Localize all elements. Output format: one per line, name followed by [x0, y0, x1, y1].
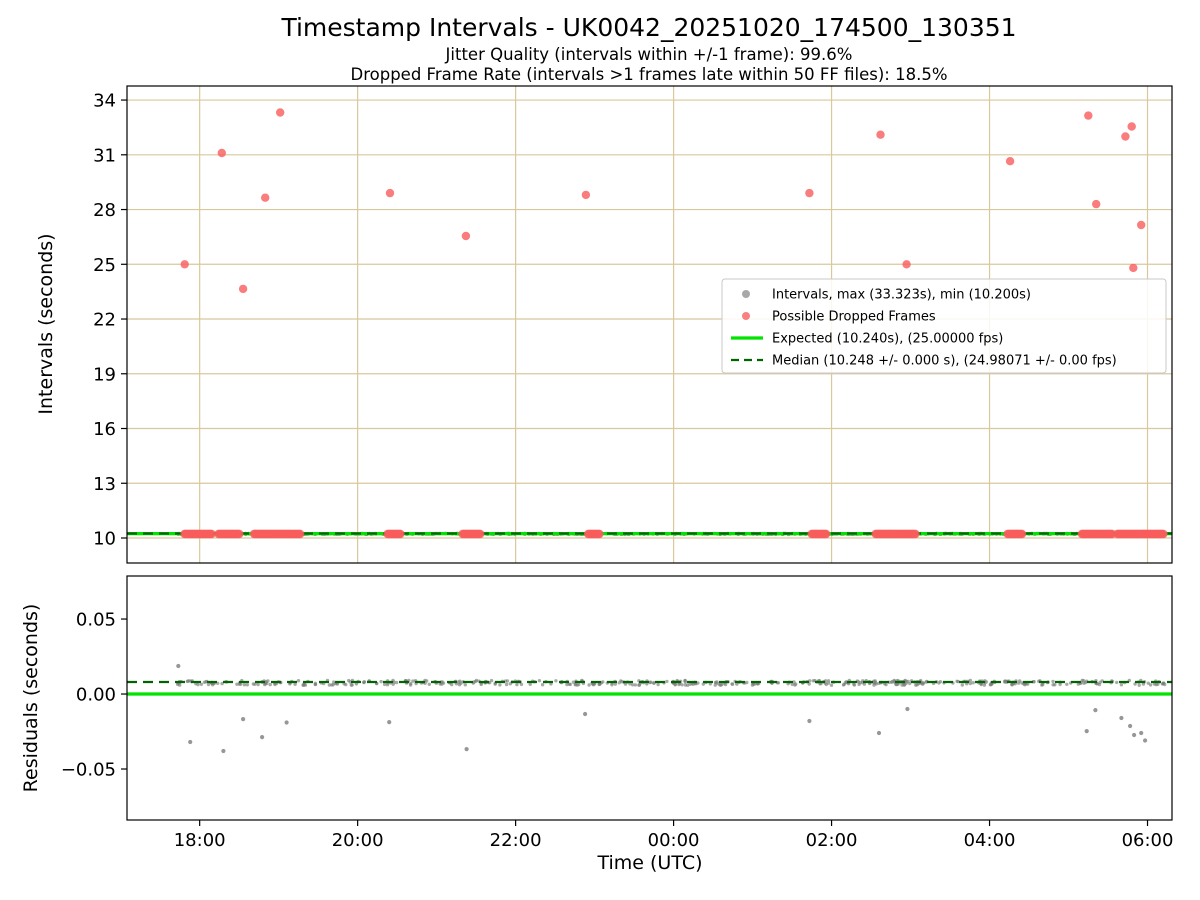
x-tick-label: 04:00 — [964, 830, 1016, 851]
axis-ticks: 10 13 16 19 22 25 28 31 34 −0.05 0.00 0.05 18:00 20:0… — [61, 91, 1174, 851]
dropped-frame-point — [1084, 111, 1093, 120]
residual-outlier-point — [876, 730, 882, 736]
legend-label: Median (10.248 +/- 0.000 s), (24.98071 +… — [772, 354, 1117, 369]
x-axis-label-time: Time (UTC) — [597, 852, 703, 874]
dropped-frame-point — [1121, 132, 1130, 141]
dropped-frame-point — [238, 284, 248, 294]
residual-outlier-point — [241, 717, 246, 722]
legend: Intervals, max (33.323s), min (10.200s) P… — [721, 278, 1167, 374]
residual-outlier-point — [1143, 738, 1148, 743]
residual-points — [175, 663, 1167, 754]
x-tick-label: 22:00 — [490, 830, 542, 851]
residual-outlier-point — [176, 663, 181, 669]
dropped-frame-point — [1129, 263, 1138, 273]
y-tick-label-top: 19 — [93, 364, 116, 385]
dropped-frame-point — [461, 231, 471, 241]
y-tick-label-top: 10 — [93, 529, 116, 550]
x-tick-label: 18:00 — [174, 830, 226, 851]
residual-outlier-point — [807, 718, 812, 724]
residual-outlier-point — [464, 747, 469, 752]
subtitle-jitter-quality: Jitter Quality (intervals within +/-1 fr… — [445, 45, 853, 64]
y-tick-label-bottom: 0.00 — [76, 685, 116, 706]
legend-label: Possible Dropped Frames — [772, 310, 936, 325]
residual-outlier-point — [1128, 723, 1133, 729]
residual-outlier-point — [1139, 730, 1144, 736]
residual-outlier-point — [188, 739, 193, 745]
dropped-frame-point — [1137, 220, 1146, 230]
dropped-frame-point — [276, 108, 285, 117]
dropped-frame-baseline-points — [180, 529, 1168, 539]
residual-outlier-point — [1132, 732, 1137, 738]
y-tick-label-top: 25 — [93, 255, 116, 276]
dropped-frame-point — [385, 188, 395, 198]
plot-spines — [126, 85, 1173, 821]
dropped-frame-point — [805, 188, 814, 198]
dropped-frame-point — [902, 260, 911, 269]
dropped-frame-point — [876, 130, 885, 139]
y-tick-label-bottom: −0.05 — [61, 760, 116, 781]
x-tick-label: 06:00 — [1122, 830, 1174, 851]
x-tick-label: 02:00 — [806, 830, 858, 851]
y-tick-label-bottom: 0.05 — [76, 610, 116, 631]
y-axis-label-residuals: Residuals (seconds) — [20, 603, 42, 793]
y-tick-label-top: 28 — [93, 200, 116, 221]
bottom-plot-lines — [127, 680, 1172, 696]
subtitle-dropped-frame-rate: Dropped Frame Rate (intervals >1 frames … — [350, 65, 948, 84]
residual-outlier-point — [260, 735, 265, 740]
chart-title: Timestamp Intervals - UK0042_20251020_17… — [281, 13, 1017, 42]
x-tick-label: 00:00 — [648, 830, 700, 851]
residual-outlier-point — [221, 748, 226, 754]
dropped-frame-points — [180, 108, 1146, 294]
legend-label: Expected (10.240s), (25.00000 fps) — [772, 332, 1003, 347]
residual-outlier-point — [387, 720, 392, 725]
residual-outlier-point — [905, 706, 910, 712]
residual-outlier-point — [1119, 715, 1124, 721]
residual-outlier-point — [583, 711, 588, 717]
dropped-frame-point — [180, 260, 189, 269]
dropped-frame-point — [1092, 199, 1101, 209]
x-tick-label: 20:00 — [332, 830, 384, 851]
residual-outlier-point — [1093, 708, 1098, 713]
residual-outlier-point — [284, 720, 289, 725]
y-tick-label-top: 13 — [93, 474, 116, 495]
legend-box — [721, 278, 1167, 374]
y-tick-label-top: 16 — [93, 419, 116, 440]
y-tick-label-top: 34 — [93, 91, 116, 112]
dropped-frame-point — [1127, 122, 1136, 131]
y-tick-label-top: 22 — [93, 310, 116, 331]
legend-marker-0 — [742, 290, 750, 298]
dropped-frame-point — [581, 190, 591, 200]
residual-outlier-point — [1084, 729, 1089, 734]
dropped-frame-point — [217, 148, 226, 158]
legend-label: Intervals, max (33.323s), min (10.200s) — [772, 288, 1031, 303]
dropped-frame-point — [1005, 157, 1015, 166]
y-tick-label-top: 31 — [93, 145, 116, 166]
dropped-frame-point — [261, 193, 270, 202]
y-axis-label-intervals: Intervals (seconds) — [35, 233, 57, 415]
legend-marker-1 — [742, 312, 750, 320]
